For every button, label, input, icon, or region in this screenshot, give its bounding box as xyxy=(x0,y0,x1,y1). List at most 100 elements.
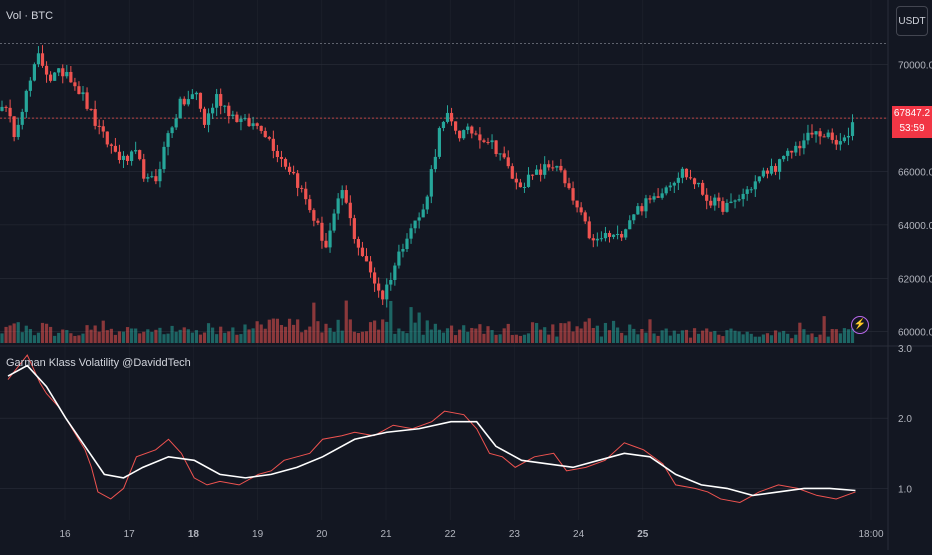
candle-body xyxy=(259,125,263,131)
candle-body xyxy=(4,106,8,108)
volume-bar xyxy=(838,333,842,343)
volume-bar xyxy=(8,325,12,343)
volume-bar xyxy=(125,327,130,343)
candle-body xyxy=(838,141,842,145)
volume-bar xyxy=(737,331,741,343)
candle-body xyxy=(101,126,105,132)
volume-bar xyxy=(227,331,231,343)
candle-body xyxy=(405,238,409,250)
indicator-tick-label: 2.0 xyxy=(898,414,912,425)
lightning-icon[interactable]: ⚡ xyxy=(851,316,869,334)
candle-body xyxy=(486,141,490,143)
candle-body xyxy=(668,185,672,188)
volume-bar xyxy=(364,331,369,343)
volume-bar xyxy=(510,334,514,343)
candle-body xyxy=(454,121,458,131)
volume-bar xyxy=(57,332,61,343)
volume-bar xyxy=(0,333,4,343)
candle-body xyxy=(798,145,802,149)
countdown-value: 53:59 xyxy=(899,123,925,134)
candle-body xyxy=(567,183,571,189)
candlesticks xyxy=(0,45,855,308)
volume-bar xyxy=(522,334,527,343)
volume-bar xyxy=(782,330,786,343)
time-tick-label: 22 xyxy=(445,529,457,540)
candle-body xyxy=(494,140,498,154)
volume-bar xyxy=(482,333,486,343)
volume-bar xyxy=(235,334,239,343)
candle-body xyxy=(328,230,332,248)
candle-body xyxy=(684,168,689,178)
volume-bar xyxy=(810,333,814,343)
candle-body xyxy=(186,99,190,105)
volume-bar xyxy=(603,322,608,343)
candle-body xyxy=(93,109,97,126)
volume-bar xyxy=(769,335,774,343)
candle-body xyxy=(539,169,543,175)
volume-bar xyxy=(166,333,170,343)
candle-body xyxy=(672,182,676,186)
candle-body xyxy=(518,182,522,188)
candle-body xyxy=(559,165,563,171)
candle-body xyxy=(502,153,506,158)
candle-body xyxy=(401,249,405,252)
volume-bar xyxy=(583,321,587,343)
volume-bar xyxy=(328,327,332,343)
volume-bar xyxy=(271,318,275,343)
candle-body xyxy=(522,186,527,188)
candle-body xyxy=(583,212,587,222)
volume-bar xyxy=(53,335,57,343)
volume-bar xyxy=(312,302,316,343)
candle-body xyxy=(644,198,648,212)
volume-bar xyxy=(466,331,470,343)
volume-bar xyxy=(247,329,251,343)
candle-body xyxy=(8,107,12,117)
volume-bar xyxy=(526,333,531,343)
volume-bar xyxy=(393,333,397,343)
candle-body xyxy=(364,256,369,262)
volatility-raw-line xyxy=(7,354,856,503)
volume-bar xyxy=(4,326,8,343)
volume-bars xyxy=(0,300,855,343)
volume-bar xyxy=(409,307,413,343)
candle-body xyxy=(146,177,150,179)
candle-body xyxy=(462,130,466,139)
candle-body xyxy=(324,240,328,248)
candle-body xyxy=(215,94,219,108)
volume-bar xyxy=(12,323,16,343)
candle-body xyxy=(421,209,425,218)
candle-body xyxy=(551,167,555,169)
volume-bar xyxy=(194,330,198,343)
candle-body xyxy=(765,170,770,174)
candle-body xyxy=(506,157,510,167)
candle-body xyxy=(676,177,680,183)
time-tick-label: 18:00 xyxy=(858,529,883,540)
volume-bar xyxy=(725,330,729,343)
candle-body xyxy=(0,106,4,111)
volume-bar xyxy=(498,334,502,343)
volume-bar xyxy=(239,334,243,343)
candle-body xyxy=(737,199,741,201)
candle-body xyxy=(109,144,113,146)
volume-bar xyxy=(348,319,352,343)
candle-body xyxy=(721,201,725,212)
volume-bar xyxy=(142,331,146,343)
candle-body xyxy=(142,159,146,179)
candle-body xyxy=(591,238,595,241)
volume-bar xyxy=(182,327,186,343)
candle-body xyxy=(713,197,717,206)
last-price-tag: 67847.2 53:59 xyxy=(892,106,932,138)
candle-body xyxy=(603,233,608,239)
volume-bar xyxy=(158,327,162,343)
time-tick-label: 21 xyxy=(380,529,392,540)
volume-bar xyxy=(753,336,757,343)
candle-body xyxy=(223,105,227,107)
candle-body xyxy=(28,80,32,91)
volume-bar xyxy=(555,336,559,343)
candle-body xyxy=(458,130,462,139)
currency-button[interactable]: USDT xyxy=(896,6,928,36)
volume-bar xyxy=(616,327,620,343)
volatility-lines xyxy=(7,354,856,503)
